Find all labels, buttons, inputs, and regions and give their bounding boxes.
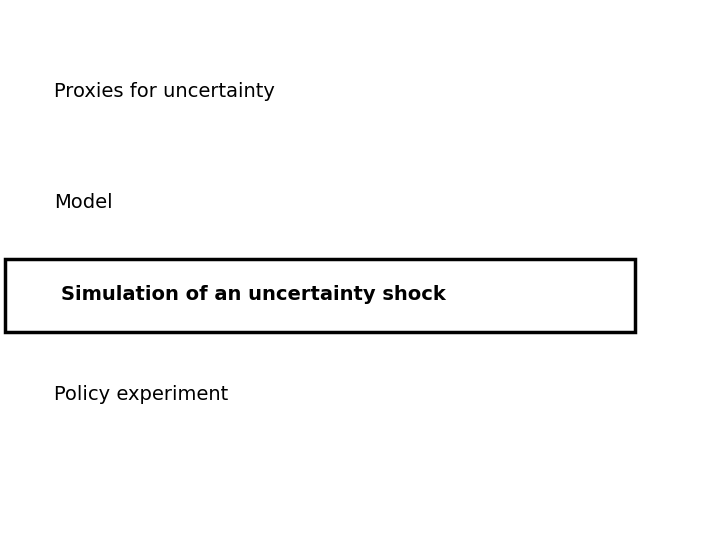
Text: Policy experiment: Policy experiment	[54, 384, 228, 404]
Text: Simulation of an uncertainty shock: Simulation of an uncertainty shock	[61, 285, 446, 304]
Text: Proxies for uncertainty: Proxies for uncertainty	[54, 82, 275, 102]
FancyBboxPatch shape	[5, 259, 635, 332]
Text: Model: Model	[54, 193, 112, 212]
